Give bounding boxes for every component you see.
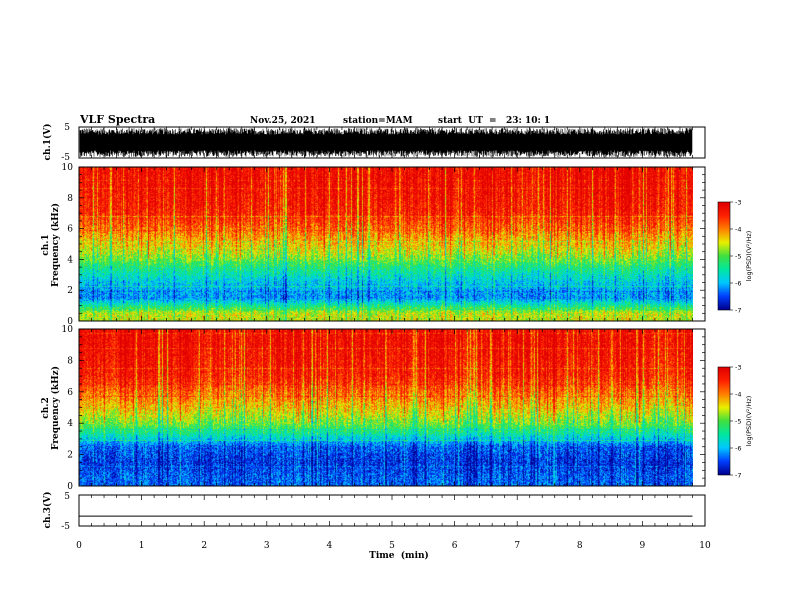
ch3-waveform-ylabel: ch.3(V) — [42, 492, 53, 529]
ch2-colorbar-image — [718, 367, 730, 475]
ch1-waveform-path — [79, 128, 693, 157]
colorbar-tick-label: -3 — [735, 199, 741, 207]
ch1-waveform-trace — [79, 128, 693, 157]
frequency-tick-label: 2 — [67, 286, 73, 296]
station-label: station=MAM — [343, 116, 413, 126]
ch1-ytick-top: 5 — [64, 123, 70, 133]
ch1-waveform-ylabel: ch.1(V) — [42, 124, 53, 161]
frequency-tick-label: 4 — [67, 255, 73, 265]
chart-title: VLF Spectra — [79, 113, 155, 126]
colorbar-tick-label: -6 — [735, 280, 741, 288]
frequency-tick-label: 6 — [67, 388, 73, 398]
ch1-waveform-panel: 5 -5 ch.1(V) — [42, 123, 706, 163]
time-tick-label: 4 — [327, 541, 333, 551]
ch1-frequency-ylabel: Frequency (kHz) — [50, 203, 61, 287]
colorbar-tick-label: -4 — [735, 391, 741, 399]
time-tick-label: 3 — [264, 541, 270, 551]
frequency-tick-label: 8 — [67, 356, 73, 366]
ch3-ytick-top: 5 — [64, 492, 70, 502]
colorbar-tick-label: -3 — [735, 364, 741, 372]
ch2-colorbar-ticks: -3 -4 -5 -6 -7 — [730, 364, 741, 480]
ch2-colorbar-label: log(PSD)(V²/Hz) — [745, 396, 753, 447]
time-tick-label: 7 — [514, 541, 520, 551]
ch2-colorbar: -3 -4 -5 -6 -7 log(PSD)(V²/Hz) — [717, 364, 753, 480]
time-tick-labels: 0 1 2 3 4 5 6 7 8 9 10 — [76, 541, 711, 551]
time-axis-label: Time (min) — [369, 550, 429, 561]
time-tick-label: 9 — [640, 541, 646, 551]
time-tick-label: 5 — [389, 541, 395, 551]
ch1-spectrogram-image — [79, 167, 693, 321]
colorbar-tick-label: -5 — [735, 253, 741, 261]
colorbar-tick-label: -7 — [735, 307, 741, 315]
time-tick-label: 0 — [76, 541, 82, 551]
colorbar-tick-label: -7 — [735, 472, 741, 480]
time-tick-label: 8 — [577, 541, 583, 551]
ch2-spectrogram-image — [79, 329, 693, 486]
colorbar-tick-label: -4 — [735, 226, 741, 234]
frequency-tick-label: 10 — [62, 163, 74, 173]
frequency-tick-label: 6 — [67, 225, 73, 235]
ch1-spectrogram-panel: 0 2 4 6 8 10 ch.1 Frequency (kHz) — [41, 163, 706, 327]
frequency-tick-label: 0 — [67, 317, 73, 327]
ch2-channel-label: ch.2 — [41, 397, 51, 418]
ch3-ytick-bottom: -5 — [61, 522, 70, 532]
time-tick-label: 1 — [139, 541, 145, 551]
ch2-frequency-ylabel: Frequency (kHz) — [50, 366, 61, 450]
ch1-colorbar-ticks: -3 -4 -5 -6 -7 — [730, 199, 741, 315]
ch1-frequency-ticks: 0 2 4 6 8 10 — [62, 163, 705, 327]
frequency-tick-label: 10 — [62, 325, 74, 335]
ch2-frequency-ticks: 0 2 4 6 8 10 — [62, 325, 705, 492]
ch2-spectrogram-panel: 0 2 4 6 8 10 ch.2 Frequency (kHz) — [41, 325, 706, 492]
ch1-channel-label: ch.1 — [41, 234, 51, 255]
ch1-colorbar: -3 -4 -5 -6 -7 log(PSD)(V²/Hz) — [717, 199, 753, 315]
date-label: Nov.25, 2021 — [250, 116, 316, 126]
start-time-label: start UT = 23: 10: 1 — [438, 116, 550, 126]
frequency-tick-label: 8 — [67, 194, 73, 204]
time-ticks — [78, 127, 706, 526]
frequency-tick-label: 4 — [67, 419, 73, 429]
ch1-colorbar-image — [718, 202, 730, 310]
colorbar-tick-label: -5 — [735, 418, 741, 426]
time-tick-label: 2 — [201, 541, 207, 551]
ch1-ytick-bottom: -5 — [61, 153, 70, 163]
colorbar-tick-label: -6 — [735, 445, 741, 453]
ch1-colorbar-label: log(PSD)(V²/Hz) — [745, 231, 753, 282]
frequency-tick-label: 0 — [67, 482, 73, 492]
frequency-tick-label: 2 — [67, 451, 73, 461]
time-tick-label: 6 — [452, 541, 458, 551]
time-tick-label: 10 — [699, 541, 711, 551]
